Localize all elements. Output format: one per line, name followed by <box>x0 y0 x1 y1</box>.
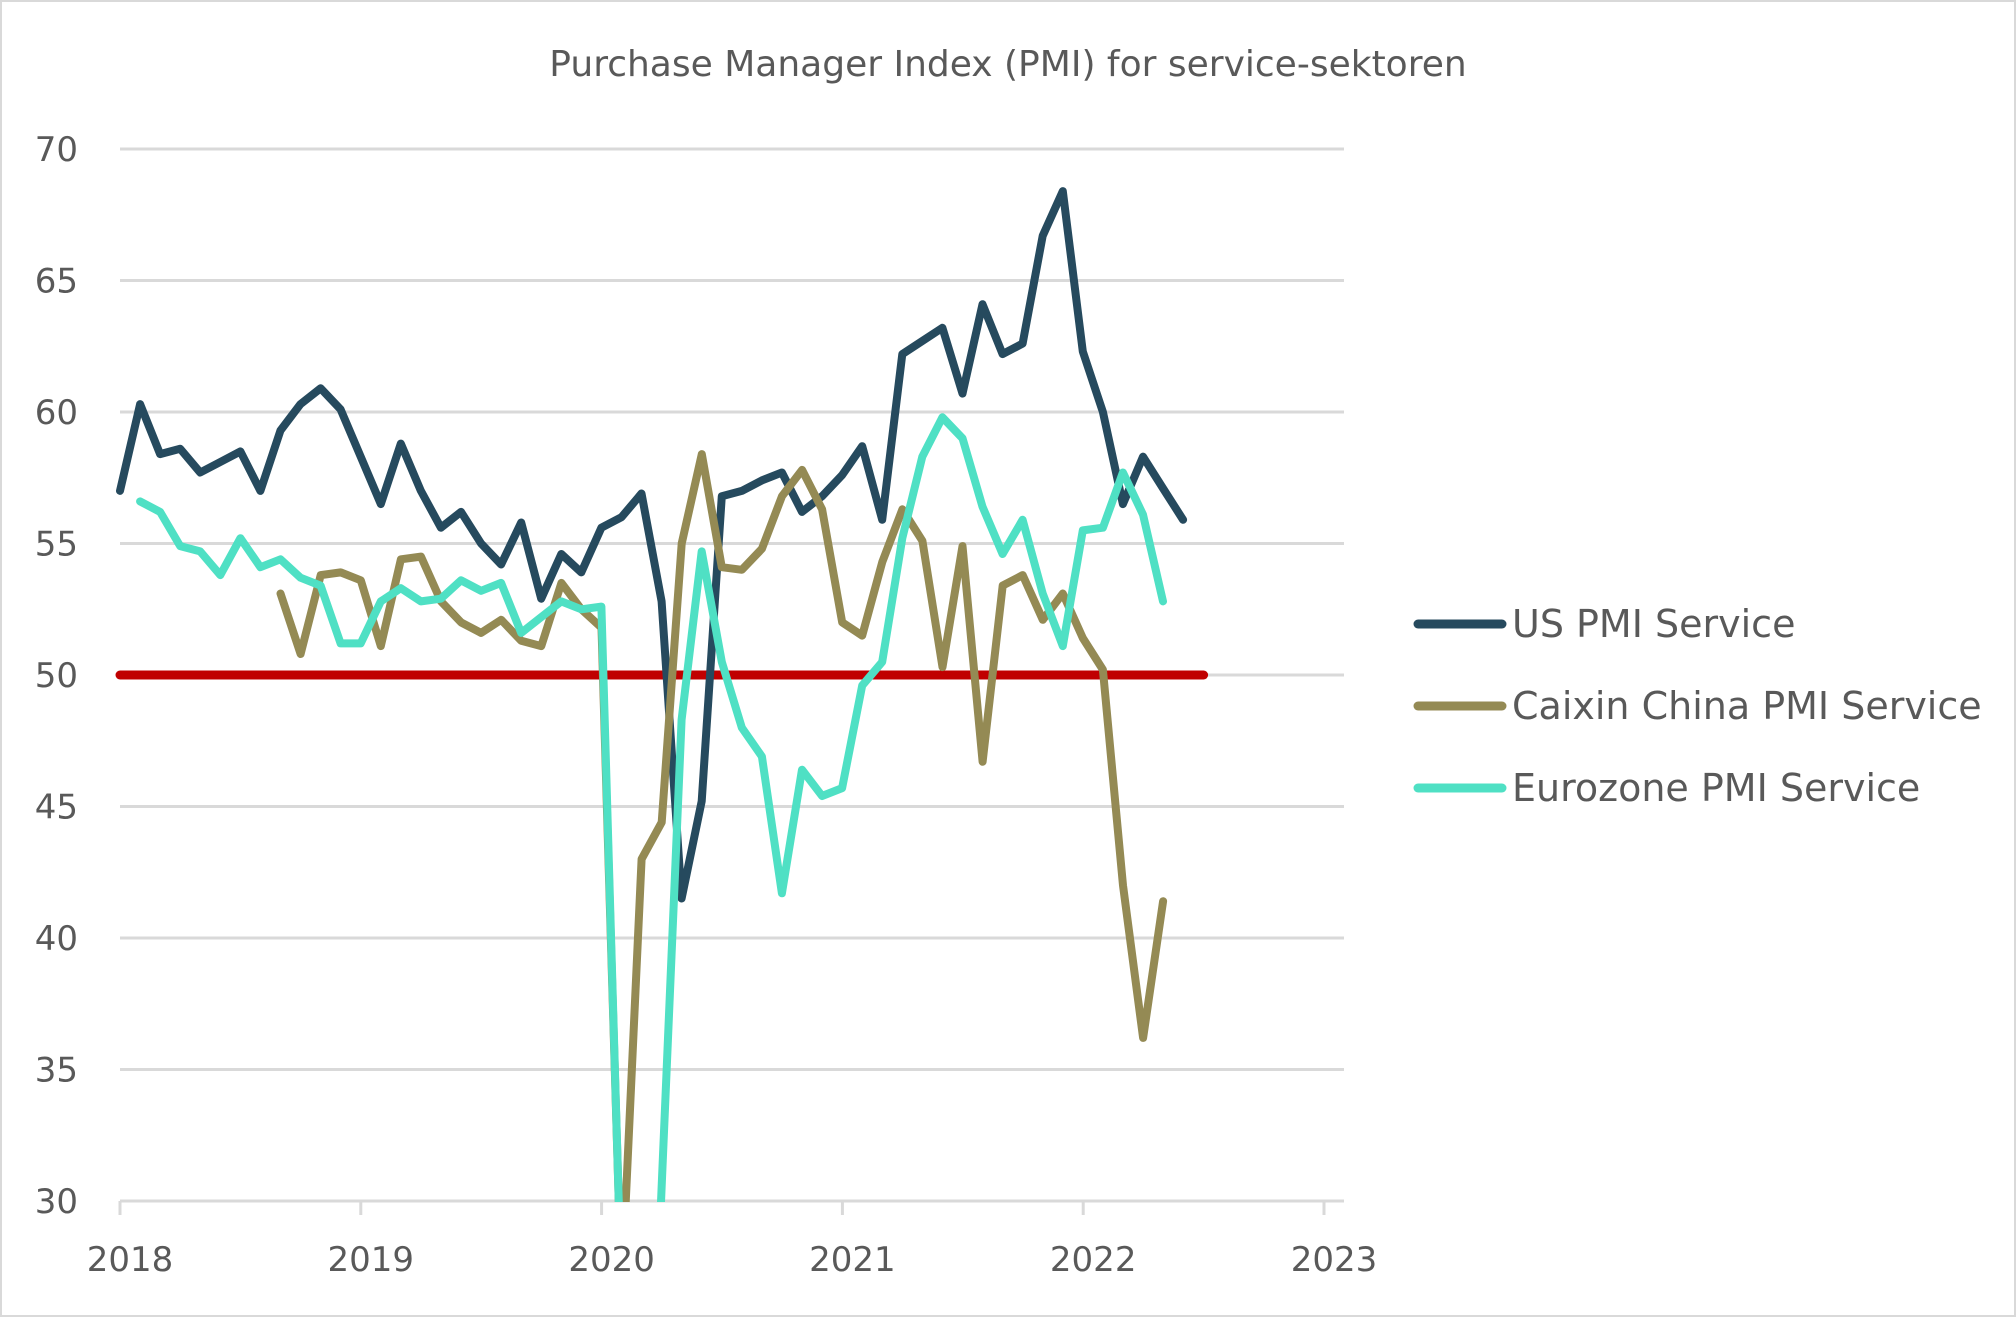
y-axis-ticks: 30 35 40 45 50 55 60 65 70 <box>35 130 78 1222</box>
legend-item: Caixin China PMI Service <box>1413 684 1982 728</box>
x-tick-label: 2019 <box>328 1240 415 1280</box>
series-line-2 <box>136 413 1167 1202</box>
series-lines <box>116 187 1188 1202</box>
legend-label: Caixin China PMI Service <box>1512 684 1982 728</box>
y-tick-label: 50 <box>35 656 78 696</box>
legend-label: US PMI Service <box>1512 602 1795 646</box>
series-line-0 <box>116 187 1188 903</box>
legend-label: Eurozone PMI Service <box>1512 766 1920 810</box>
series-line-1 <box>276 450 1168 1202</box>
legend-item: Eurozone PMI Service <box>1413 766 1920 810</box>
y-tick-label: 40 <box>35 919 78 959</box>
x-axis: 2018 2019 2020 2021 2022 2023 <box>87 1201 1378 1280</box>
x-tick-label: 2022 <box>1050 1240 1137 1280</box>
y-tick-label: 35 <box>35 1051 78 1091</box>
y-tick-label: 45 <box>35 788 78 828</box>
y-tick-label: 30 <box>35 1182 78 1222</box>
y-tick-label: 60 <box>35 393 78 433</box>
y-tick-label: 70 <box>35 130 78 170</box>
x-tick-label: 2021 <box>809 1240 896 1280</box>
x-tick-label: 2023 <box>1291 1240 1378 1280</box>
legend: US PMI Service Caixin China PMI Service Eu… <box>1413 602 1982 810</box>
y-tick-label: 55 <box>35 525 78 565</box>
x-tick-label: 2018 <box>87 1240 174 1280</box>
gridlines <box>120 147 1344 1203</box>
x-tick-label: 2020 <box>568 1240 655 1280</box>
chart-title: Purchase Manager Index (PMI) for service… <box>549 44 1466 85</box>
y-tick-label: 65 <box>35 262 78 302</box>
legend-item: US PMI Service <box>1413 602 1795 646</box>
